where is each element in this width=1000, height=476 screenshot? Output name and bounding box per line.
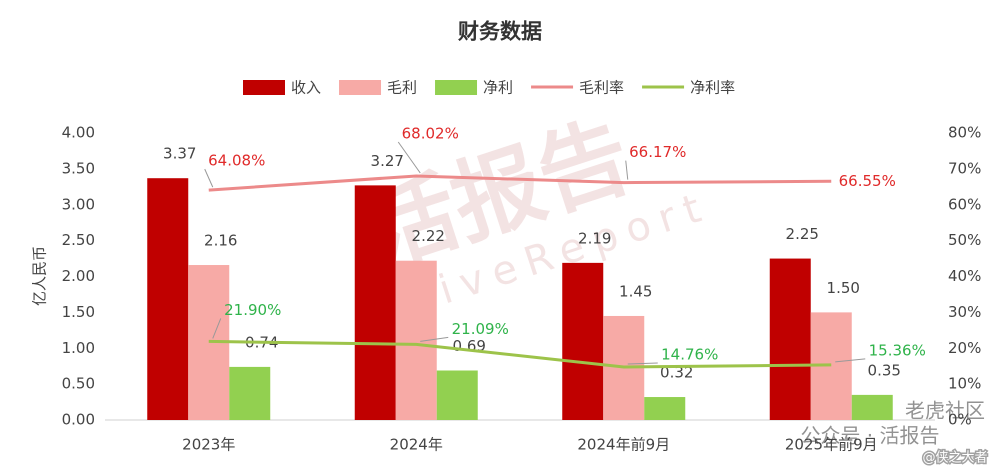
line — [208, 339, 832, 369]
legend-label: 毛利率 — [579, 79, 624, 97]
bar-value-label: 2.19 — [578, 229, 611, 247]
line-value-label: 21.90% — [224, 301, 281, 319]
line-value-label: 21.09% — [452, 320, 509, 338]
y2-tick-label: 10% — [948, 375, 981, 393]
legend-label: 收入 — [291, 79, 321, 97]
leader-line — [627, 362, 658, 365]
y2-tick-label: 60% — [948, 195, 981, 213]
y2-tick-label: 80% — [948, 124, 981, 142]
bar — [644, 397, 686, 420]
bar — [229, 366, 271, 420]
bar-value-label: 3.27 — [371, 152, 404, 170]
chart-title: 财务数据 — [458, 19, 542, 44]
y-axis-label: 亿人民币 — [31, 246, 49, 306]
legend-label: 净利率 — [690, 79, 735, 97]
y-tick-label: 0.00 — [62, 411, 95, 429]
line-value-label: 15.36% — [869, 341, 926, 359]
y2-tick-label: 70% — [948, 159, 981, 177]
bar — [147, 178, 189, 420]
y-tick-label: 2.00 — [62, 267, 95, 285]
x-tick-label: 2024年 — [390, 436, 443, 454]
bar — [769, 258, 811, 420]
x-tick-label: 2023年 — [182, 436, 235, 454]
leader-line — [212, 318, 222, 339]
leader-line — [835, 358, 866, 363]
legend-label: 毛利 — [387, 79, 417, 97]
y2-tick-label: 20% — [948, 339, 981, 357]
y-tick-label: 4.00 — [62, 124, 95, 142]
line-value-label: 14.76% — [661, 346, 718, 364]
y-tick-label: 3.00 — [62, 195, 95, 213]
bar — [354, 185, 396, 420]
leader-line — [397, 141, 421, 174]
watermark: 公众号 · 活报告 — [800, 424, 939, 448]
bar — [436, 370, 478, 420]
bar — [562, 262, 604, 420]
legend-label: 净利 — [483, 79, 513, 97]
leader-line — [420, 336, 449, 342]
y-tick-label: 1.00 — [62, 339, 95, 357]
y2-tick-label: 0% — [948, 411, 972, 429]
y-tick-label: 0.50 — [62, 375, 95, 393]
line-value-label: 66.17% — [629, 143, 686, 161]
bar-value-label: 2.16 — [204, 232, 237, 250]
bar-value-label: 3.37 — [163, 145, 196, 163]
y2-tick-label: 40% — [948, 267, 981, 285]
y2-tick-label: 30% — [948, 303, 981, 321]
watermark: @侠之大者 — [922, 451, 987, 466]
line — [208, 174, 832, 192]
y-tick-label: 1.50 — [62, 303, 95, 321]
bar — [851, 394, 893, 420]
bar-value-label: 1.45 — [619, 282, 652, 300]
x-tick-label: 2025年前9月 — [785, 436, 878, 454]
bar-value-label: 1.50 — [827, 279, 860, 297]
leader-line — [204, 168, 214, 188]
line-value-label: 64.08% — [208, 152, 265, 170]
x-tick-label: 2024年前9月 — [577, 436, 670, 454]
line-value-label: 68.02% — [402, 124, 459, 142]
y2-tick-label: 50% — [948, 231, 981, 249]
bar-value-label: 2.22 — [412, 227, 445, 245]
y-tick-label: 2.50 — [62, 231, 95, 249]
y-tick-label: 3.50 — [62, 159, 95, 177]
watermark: 老虎社区 — [905, 399, 985, 423]
legend-swatch — [339, 80, 382, 95]
line-value-label: 66.55% — [839, 172, 896, 190]
bar-value-label: 0.35 — [868, 361, 901, 379]
bar-value-label: 2.25 — [786, 225, 819, 243]
leader-line — [625, 160, 629, 180]
legend-swatch — [435, 80, 478, 95]
legend-swatch — [243, 80, 285, 95]
